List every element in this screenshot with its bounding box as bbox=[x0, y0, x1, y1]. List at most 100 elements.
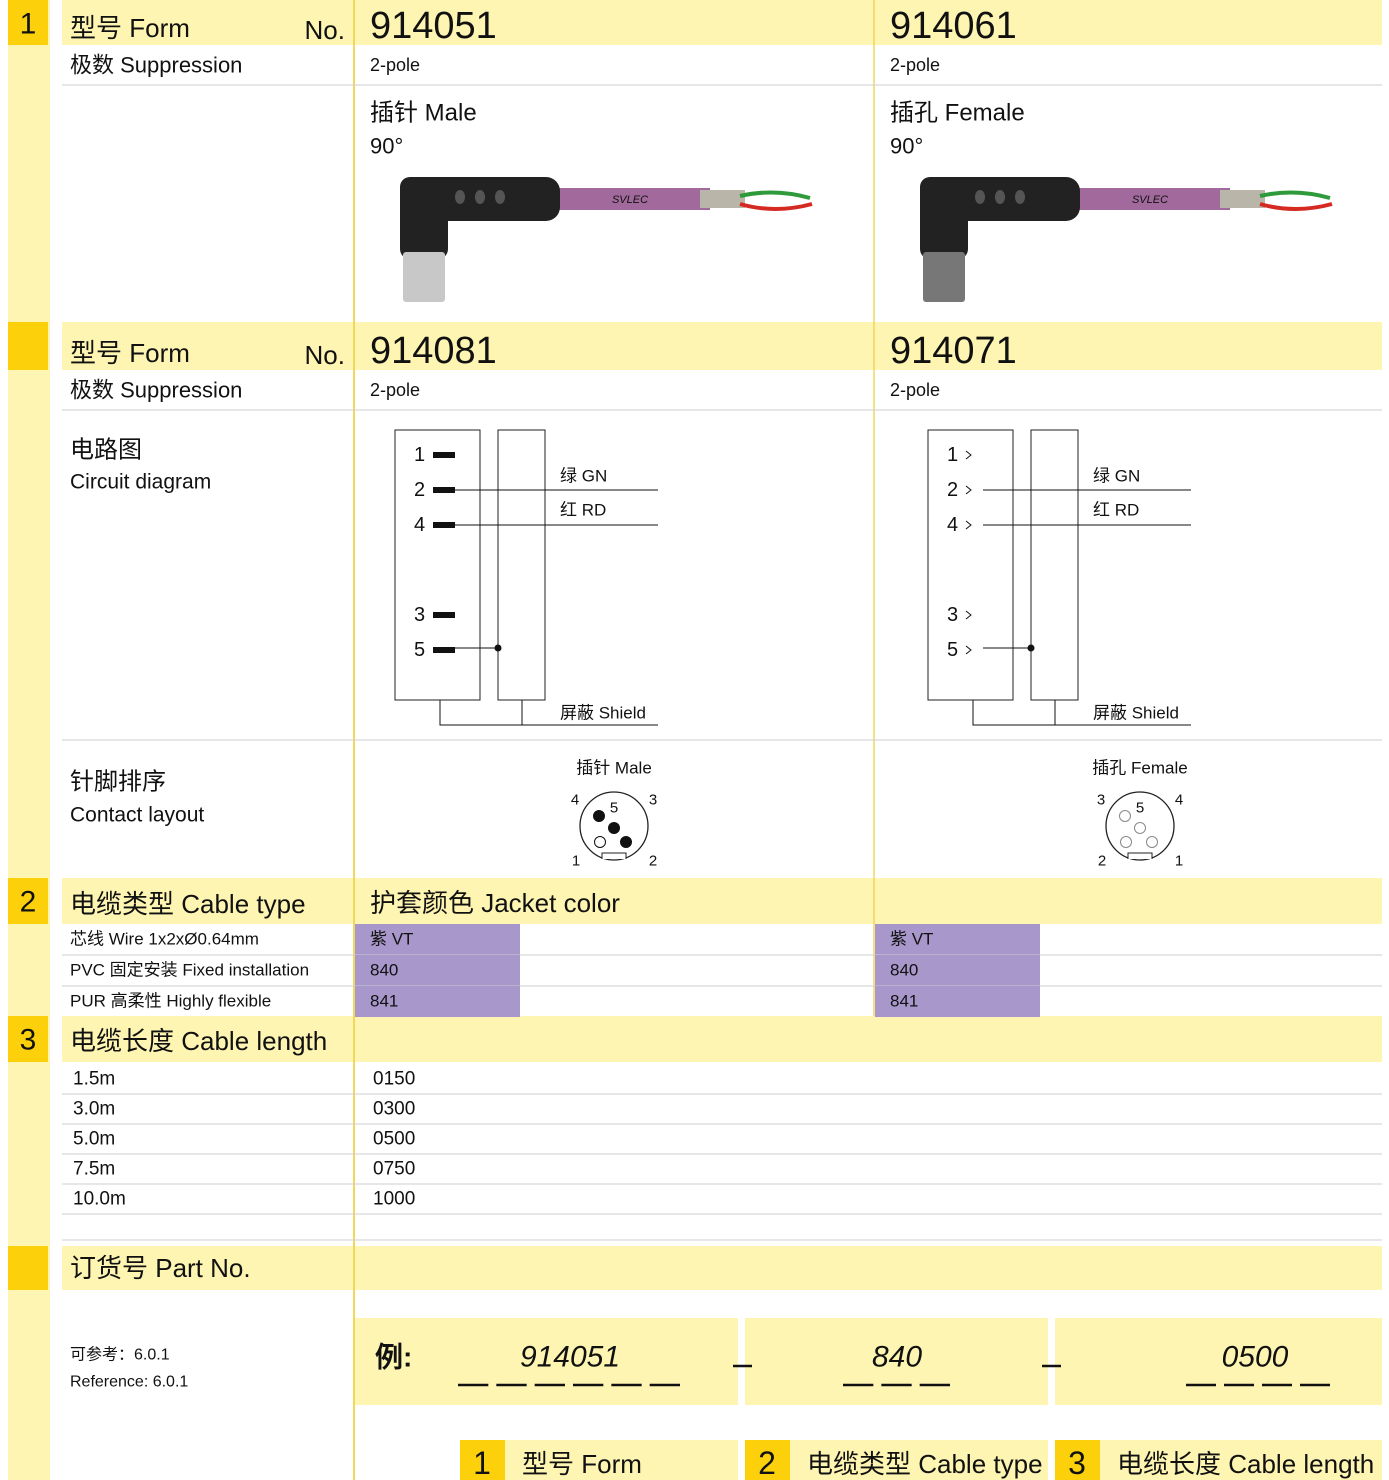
socket bbox=[965, 485, 972, 495]
connector-body bbox=[920, 177, 968, 259]
jacket-code: 紫 VT bbox=[370, 930, 413, 949]
connector-nut bbox=[923, 252, 965, 302]
header-band bbox=[62, 878, 1382, 924]
length: 3.0m bbox=[73, 1099, 115, 1120]
socket bbox=[965, 610, 972, 620]
pin-number: 2 bbox=[947, 479, 958, 501]
key-notch bbox=[601, 852, 627, 859]
wire-red bbox=[739, 202, 813, 211]
jacket-code: 841 bbox=[890, 992, 918, 1011]
jacket-swatch bbox=[875, 955, 1040, 986]
legend-number: 1 bbox=[473, 1445, 491, 1480]
wire-label: 绿 GN bbox=[1093, 467, 1140, 486]
number-box bbox=[8, 1016, 48, 1062]
contact bbox=[620, 836, 632, 848]
no-label: No. bbox=[305, 15, 345, 45]
product-number: 914071 bbox=[890, 330, 1017, 372]
contact bbox=[608, 822, 620, 834]
cable-row-label: PVC 固定安装 Fixed installation bbox=[70, 961, 309, 980]
product-number: 914051 bbox=[370, 5, 497, 47]
junction bbox=[1027, 644, 1035, 652]
length-code: 0150 bbox=[373, 1069, 415, 1090]
cable-print: SVLEC bbox=[612, 194, 648, 206]
poles: 2-pole bbox=[370, 380, 420, 400]
jacket-code: 紫 VT bbox=[890, 930, 933, 949]
layout-label: Contact layout bbox=[70, 804, 204, 827]
legend-number-box bbox=[745, 1440, 790, 1480]
contact bbox=[1120, 836, 1132, 848]
length: 5.0m bbox=[73, 1129, 115, 1150]
contact bbox=[1134, 822, 1146, 834]
circuit-label: Circuit diagram bbox=[70, 471, 211, 494]
contact bbox=[593, 810, 605, 822]
jacket-swatch bbox=[355, 924, 520, 955]
braid bbox=[1220, 190, 1265, 208]
layout-label: 针脚排序 bbox=[70, 769, 166, 796]
length-code: 1000 bbox=[373, 1189, 415, 1210]
circuit-label: 电路图 bbox=[70, 437, 142, 464]
junction bbox=[494, 644, 502, 652]
legend-label-box bbox=[1100, 1440, 1382, 1480]
length-code: 0500 bbox=[373, 1129, 415, 1150]
length: 7.5m bbox=[73, 1159, 115, 1180]
contact bbox=[1146, 836, 1158, 848]
poles: 2-pole bbox=[890, 55, 940, 75]
section-title: 订货号 Part No. bbox=[70, 1253, 251, 1283]
legend-label-box bbox=[790, 1440, 1048, 1480]
grip bbox=[975, 190, 985, 204]
left-strip bbox=[8, 0, 50, 1480]
pin-number: 5 bbox=[1136, 800, 1144, 817]
legend-number-box bbox=[460, 1440, 505, 1480]
pin bbox=[433, 487, 455, 493]
shield-label: 屏蔽 Shield bbox=[1093, 704, 1179, 723]
jacket-code: 840 bbox=[890, 961, 918, 980]
pin-number: 4 bbox=[414, 514, 425, 536]
braid bbox=[700, 190, 745, 208]
grip bbox=[1015, 190, 1025, 204]
section-number: 3 bbox=[20, 1024, 37, 1057]
form-label: 型号 Form bbox=[70, 13, 190, 43]
grip bbox=[995, 190, 1005, 204]
number-box bbox=[8, 1246, 48, 1290]
section-number: 2 bbox=[20, 886, 37, 919]
shield-line bbox=[972, 700, 1191, 726]
connector-angle: 90° bbox=[890, 134, 923, 159]
section-title: 电缆类型 Cable type bbox=[70, 889, 306, 919]
contact bbox=[1119, 810, 1131, 822]
example-box bbox=[1055, 1318, 1382, 1405]
cable bbox=[550, 188, 710, 210]
header-band bbox=[62, 1016, 1382, 1062]
pin-number: 5 bbox=[414, 639, 425, 661]
pin-number: 2 bbox=[414, 479, 425, 501]
contact bbox=[594, 836, 606, 848]
key-notch bbox=[1127, 852, 1153, 859]
cable-print: SVLEC bbox=[1132, 194, 1168, 206]
example-value: 0500 bbox=[1222, 1341, 1289, 1374]
layout-title: 插针 Male bbox=[576, 759, 652, 778]
header-band bbox=[62, 1246, 1382, 1290]
pin-number: 5 bbox=[947, 639, 958, 661]
housing bbox=[394, 429, 481, 701]
section-title: 电缆长度 Cable length bbox=[70, 1026, 327, 1056]
wire-green bbox=[739, 190, 811, 200]
legend-label-box bbox=[505, 1440, 738, 1480]
pin bbox=[433, 612, 455, 618]
header-band bbox=[62, 322, 1382, 370]
shield-line bbox=[439, 700, 658, 726]
product-number: 914081 bbox=[370, 330, 497, 372]
grip bbox=[495, 190, 505, 204]
poles: 2-pole bbox=[370, 55, 420, 75]
pin-number: 2 bbox=[649, 853, 657, 870]
reference: Reference: 6.0.1 bbox=[70, 1374, 188, 1391]
pin-number: 3 bbox=[649, 792, 657, 809]
wire-label: 红 RD bbox=[1093, 501, 1139, 520]
legend-label: 电缆长度 Cable length bbox=[1117, 1449, 1374, 1479]
pin bbox=[433, 452, 455, 458]
form-label: 型号 Form bbox=[70, 338, 190, 368]
housing bbox=[497, 429, 546, 701]
pin-number: 4 bbox=[947, 514, 958, 536]
socket bbox=[965, 450, 972, 460]
pin-number: 1 bbox=[947, 444, 958, 466]
